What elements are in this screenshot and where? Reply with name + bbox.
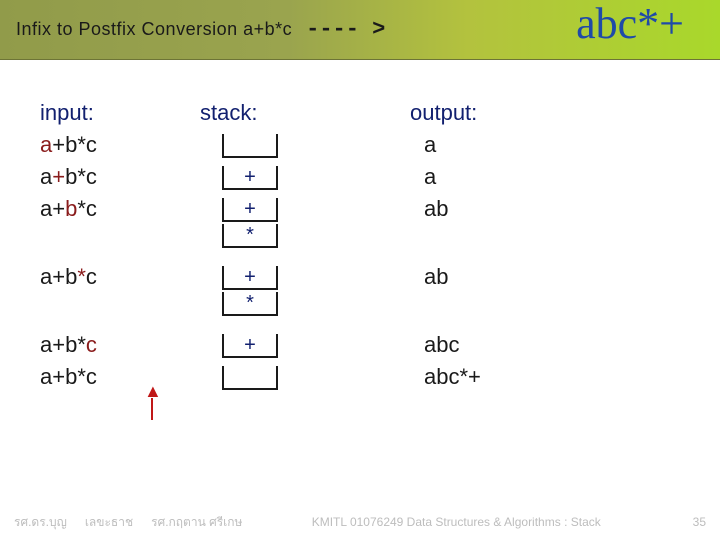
stack-symbol: + [244, 334, 256, 357]
step-output: a [370, 164, 690, 190]
input-fragment: a [40, 164, 52, 189]
stack-symbol: + [244, 266, 256, 289]
title-result: abc*+ [576, 0, 684, 49]
step-stack: + [200, 164, 370, 190]
slide-title: Infix to Postfix Conversion a+b*c [16, 19, 292, 40]
stack-symbol: * [246, 224, 254, 247]
footer-author-2: เลขะธาช [85, 513, 133, 532]
input-fragment: b*c [65, 164, 97, 189]
title-arrow: ---- > [306, 17, 385, 42]
footer-author-1: รศ.ดร.บุญ [14, 513, 67, 532]
input-fragment: b [65, 196, 77, 221]
step-output: a [370, 132, 690, 158]
stack-slot: + [222, 164, 278, 190]
footer-author-3: รศ.กฤตาน ศรีเกษ [151, 513, 242, 532]
up-arrow-icon: ▲ [144, 388, 162, 420]
input-fragment: +b*c [52, 132, 97, 157]
slide: Infix to Postfix Conversion a+b*c ---- >… [0, 0, 720, 540]
stack-slot: * [222, 290, 278, 316]
step-stack: +* [200, 196, 370, 248]
input-fragment: + [52, 164, 65, 189]
input-fragment: a+b [40, 264, 77, 289]
step-output: ab [370, 264, 690, 290]
input-fragment: a+b*c [40, 364, 97, 389]
footer-page-number: 35 [670, 515, 706, 529]
input-fragment: a+b* [40, 332, 86, 357]
step-row: a+b*ca [40, 132, 690, 158]
step-output: abc*+ [370, 364, 690, 390]
step-input: a+b*c [40, 196, 200, 222]
footer: รศ.ดร.บุญ เลขะธาช รศ.กฤตาน ศรีเกษ KMITL … [0, 510, 720, 534]
step-row: a+b*c+*ab [40, 196, 690, 248]
input-fragment: a+ [40, 196, 65, 221]
input-fragment: *c [77, 196, 97, 221]
step-stack: + [200, 332, 370, 358]
column-headers: input: stack: output: [40, 100, 690, 126]
input-fragment: * [77, 264, 86, 289]
step-row: a+b*c + abc [40, 332, 690, 358]
stack-slot: + [222, 264, 278, 290]
step-stack [200, 132, 370, 158]
step-input: a+b*c [40, 132, 200, 158]
step-row: a+b*c+a [40, 164, 690, 190]
stack-symbol: + [244, 198, 256, 221]
step-input: a+b*c [40, 364, 200, 390]
step-output: abc [370, 332, 690, 358]
footer-authors: รศ.ดร.บุญ เลขะธาช รศ.กฤตาน ศรีเกษ [14, 513, 242, 532]
title-bar: Infix to Postfix Conversion a+b*c ---- >… [0, 0, 720, 60]
input-fragment: c [86, 264, 97, 289]
gap-row [40, 248, 690, 258]
stack-slot [222, 132, 278, 158]
step-stack [200, 364, 370, 390]
step-row: a+b*c+*ab [40, 264, 690, 316]
stack-slot: * [222, 222, 278, 248]
footer-course: KMITL 01076249 Data Structures & Algorit… [242, 515, 670, 529]
header-output: output: [370, 100, 690, 126]
content-area: input: stack: output: a+b*caa+b*c+aa+b*c… [40, 100, 690, 500]
input-fragment: c [86, 332, 97, 357]
stack-slot [222, 364, 278, 390]
gap-row [40, 316, 690, 326]
step-output: ab [370, 196, 690, 222]
stack-slot: + [222, 332, 278, 358]
input-fragment: a [40, 132, 52, 157]
step-input: a+b*c [40, 164, 200, 190]
steps-container: a+b*caa+b*c+aa+b*c+*aba+b*c+*aba+b*c+abc… [40, 132, 690, 390]
step-stack: +* [200, 264, 370, 316]
step-row: a+b*cabc*+▲ [40, 364, 690, 390]
header-stack: stack: [200, 100, 370, 126]
stack-symbol: + [244, 166, 256, 189]
step-input: a+b*c [40, 332, 200, 358]
stack-slot: + [222, 196, 278, 222]
header-input: input: [40, 100, 200, 126]
step-input: a+b*c [40, 264, 200, 290]
stack-symbol: * [246, 292, 254, 315]
